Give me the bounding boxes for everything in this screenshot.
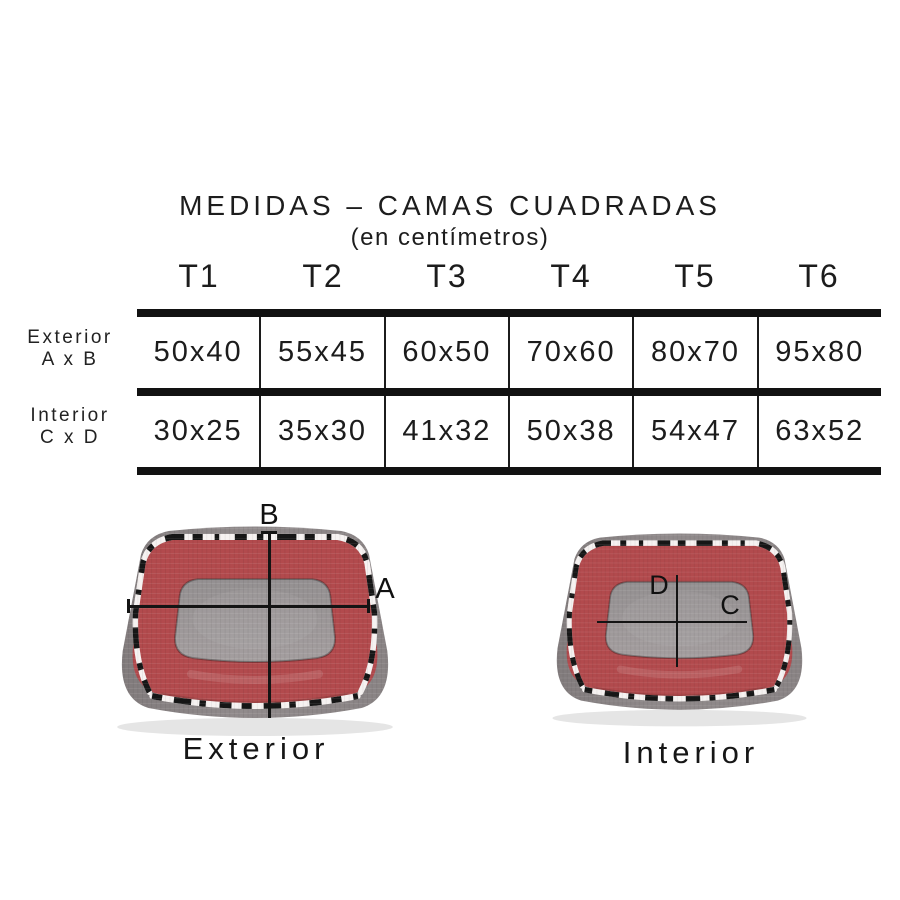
exterior-caption: Exterior	[182, 731, 330, 766]
dimension-label-d: D	[649, 570, 669, 600]
size-cell: 95x80	[756, 317, 881, 388]
column-header-t6: T6	[798, 258, 840, 294]
size-cell: 30x25	[153, 415, 243, 447]
column-header-t2: T2	[302, 258, 344, 294]
size-column-headers: T1 T2 T3 T4 T5 T6	[137, 252, 881, 302]
row-label-interior: Interior C x D	[6, 405, 134, 449]
table-rule-top	[137, 309, 881, 317]
row-label-interior-dims: C x D	[40, 427, 100, 448]
measure-line-a-horizontal	[128, 605, 370, 608]
interior-caption: Interior	[622, 735, 760, 770]
measure-line-a-cap-left	[127, 599, 130, 613]
dimension-label-b: B	[259, 499, 279, 531]
measure-line-a-cap-right	[367, 599, 370, 613]
column-header-t3: T3	[426, 258, 468, 294]
size-cell: 41x32	[383, 396, 508, 467]
dog-bed-photo	[117, 526, 393, 736]
size-cell: 70x60	[507, 317, 632, 388]
size-cell: 54x47	[632, 396, 756, 467]
size-cell: 55x45	[259, 317, 383, 388]
row-label-exterior: Exterior A x B	[6, 327, 134, 371]
row-label-exterior-dims: A x B	[41, 349, 99, 370]
size-cell: 35x30	[259, 396, 383, 467]
dimension-label-c: C	[720, 590, 740, 620]
dog-bed-photo	[552, 533, 807, 727]
column-header-t5: T5	[674, 258, 716, 294]
table-rule-middle	[137, 388, 881, 396]
table-row-interior: 30x25 35x30 41x32 50x38 54x47 63x52	[137, 396, 881, 467]
measure-line-b-vertical	[268, 531, 271, 718]
size-cell: 60x50	[383, 317, 508, 388]
table-rule-bottom	[137, 467, 881, 475]
page-title: MEDIDAS – CAMAS CUADRADAS	[179, 190, 721, 221]
row-label-interior-name: Interior	[30, 405, 110, 426]
table-row-exterior: 50x40 55x45 60x50 70x60 80x70 95x80	[137, 317, 881, 388]
size-cell: 63x52	[756, 396, 881, 467]
size-cell: 50x40	[153, 336, 243, 368]
page-subtitle: (en centímetros)	[350, 224, 550, 251]
bed-exterior-figure: B A	[100, 500, 402, 745]
row-label-exterior-name: Exterior	[27, 327, 113, 348]
column-header-t1: T1	[178, 258, 220, 294]
size-cell: 50x38	[507, 396, 632, 467]
dimension-label-a: A	[375, 573, 395, 605]
bed-interior-figure: D C	[542, 510, 822, 735]
column-header-t4: T4	[550, 258, 592, 294]
size-cell: 80x70	[632, 317, 756, 388]
measure-line-c-horizontal	[597, 621, 747, 623]
